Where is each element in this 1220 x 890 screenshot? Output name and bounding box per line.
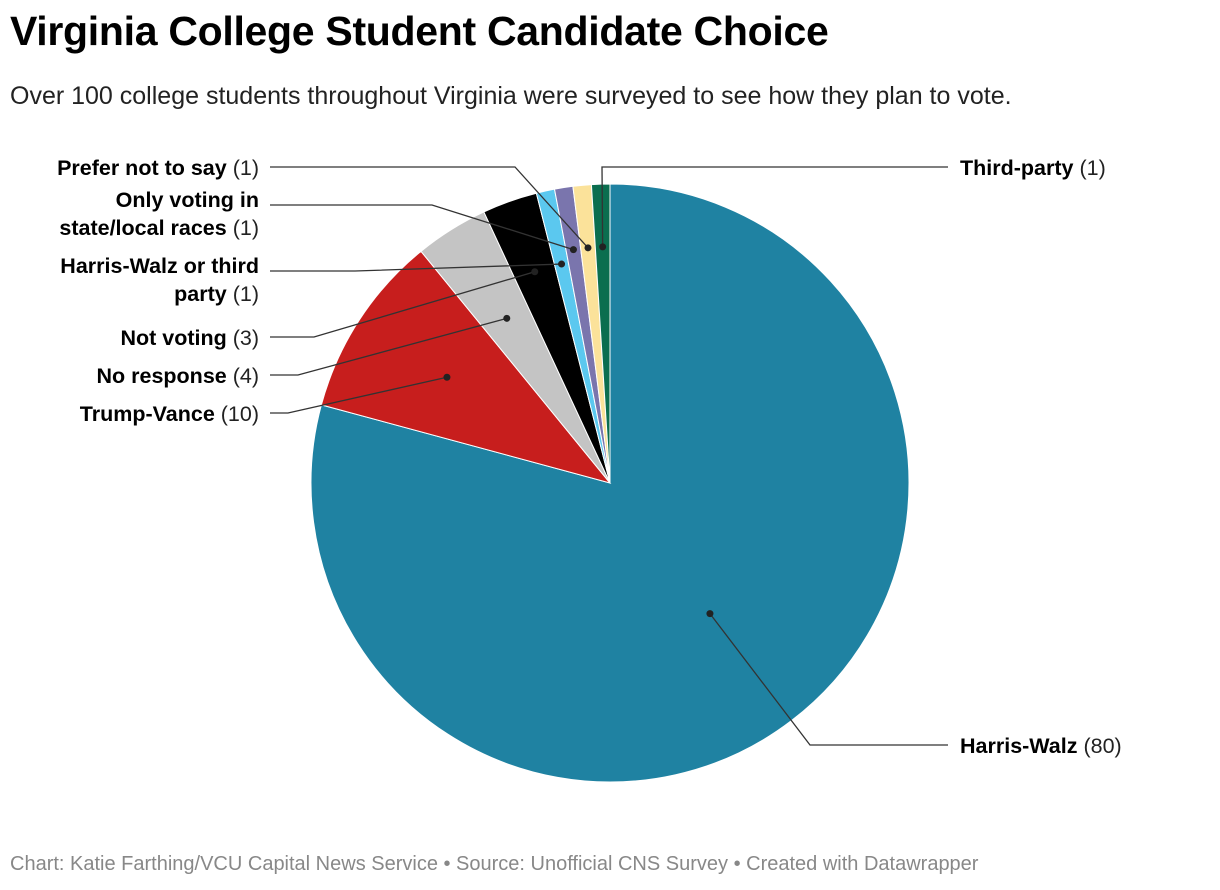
slice-trump-vance	[320, 250, 612, 484]
leader-dot-only-voting-in-state-local-races	[569, 246, 577, 254]
slice-label-prefer-not-to-say: Prefer not to say (1)	[57, 154, 259, 182]
leader-line-only-voting-in-state-local-races	[270, 204, 574, 251]
chart-title: Virginia College Student Candidate Choic…	[10, 8, 829, 54]
leader-dot-no-response	[503, 314, 511, 322]
slice-label-name: state/local races	[59, 216, 227, 240]
slice-label-not-voting: Not voting (3)	[120, 324, 259, 352]
leader-line-not-voting	[270, 271, 535, 338]
leader-line-trump-vance	[270, 376, 448, 414]
slice-label-value: (1)	[232, 216, 259, 240]
slice-label-name: Only voting in	[115, 188, 259, 212]
slice-label-name: party	[174, 282, 227, 306]
slice-label-trump-vance: Trump-Vance (10)	[80, 400, 259, 428]
chart-footer: Chart: Katie Farthing/VCU Capital News S…	[10, 853, 979, 875]
leader-line-no-response	[270, 317, 507, 376]
slice-label-name: Not voting	[120, 326, 227, 350]
slice-label-value: (1)	[232, 282, 259, 306]
leader-dot-harris-walz-or-third-party	[558, 260, 566, 268]
slice-label-name: Harris-Walz or third	[60, 254, 259, 278]
leader-line-harris-walz	[709, 613, 948, 746]
leader-dot-harris-walz	[706, 610, 714, 618]
slice-label-name: Harris-Walz	[960, 734, 1078, 758]
slice-label-name: No response	[96, 364, 227, 388]
leader-line-third-party	[601, 166, 948, 247]
slice-label-harris-walz: Harris-Walz (80)	[960, 732, 1122, 760]
slice-label-harris-walz-or-third-party: Harris-Walz or third party (1)	[60, 252, 259, 308]
leader-dot-trump-vance	[443, 373, 451, 381]
slice-label-third-party: Third-party (1)	[960, 154, 1106, 182]
slice-label-no-response: No response (4)	[97, 362, 260, 390]
slice-label-name: Third-party	[960, 156, 1074, 180]
slice-label-value: (1)	[1079, 156, 1106, 180]
slice-label-only-voting-in-state-local-races: Only voting in state/local races (1)	[59, 186, 259, 242]
slice-label-name: Trump-Vance	[79, 402, 215, 426]
leader-lines	[270, 166, 948, 746]
pie-slices	[310, 183, 910, 783]
slice-label-name: Prefer not to say	[57, 156, 227, 180]
slice-label-value: (4)	[232, 364, 259, 388]
slice-label-value: (80)	[1083, 734, 1122, 758]
leader-dot-prefer-not-to-say	[584, 244, 592, 252]
leader-dot-not-voting	[531, 268, 539, 276]
slice-label-value: (10)	[220, 402, 259, 426]
leader-dot-third-party	[599, 243, 607, 251]
slice-third-party	[590, 183, 611, 484]
leader-line-prefer-not-to-say	[270, 166, 589, 249]
chart-subtitle: Over 100 college students throughout Vir…	[10, 82, 1012, 110]
slice-label-value: (1)	[232, 156, 259, 180]
slice-label-value: (3)	[232, 326, 259, 350]
leader-line-harris-walz-or-third-party	[270, 263, 562, 272]
